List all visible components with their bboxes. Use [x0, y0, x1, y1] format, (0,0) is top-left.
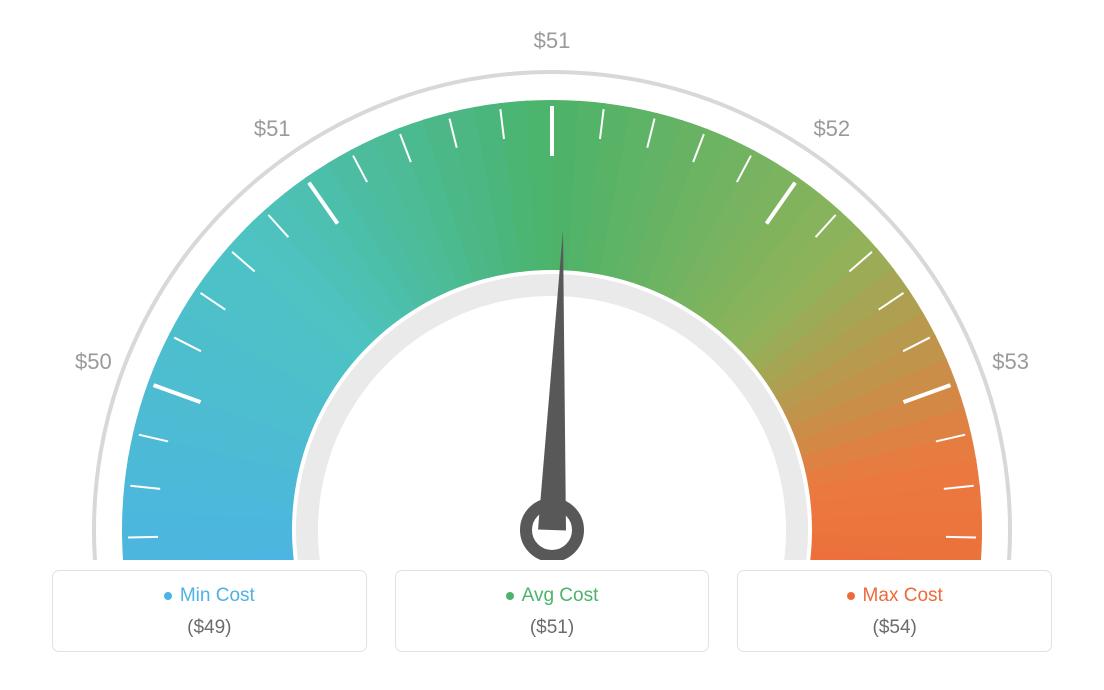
legend-value-max: ($54)	[748, 617, 1041, 639]
svg-text:$51: $51	[534, 28, 571, 53]
legend-label-avg: Avg Cost	[406, 585, 699, 607]
legend-dot-max	[847, 592, 855, 600]
legend-label-max: Max Cost	[748, 585, 1041, 607]
legend-card-min: Min Cost ($49)	[52, 570, 367, 652]
legend-row: Min Cost ($49) Avg Cost ($51) Max Cost (…	[52, 570, 1052, 652]
svg-text:$53: $53	[992, 349, 1029, 374]
legend-label-min: Min Cost	[63, 585, 356, 607]
gauge-svg: $49$50$51$51$52$53$54	[0, 0, 1104, 560]
svg-text:$50: $50	[75, 349, 112, 374]
cost-gauge: $49$50$51$51$52$53$54	[0, 0, 1104, 560]
legend-label-avg-text: Avg Cost	[522, 585, 599, 607]
legend-dot-min	[164, 592, 172, 600]
legend-card-avg: Avg Cost ($51)	[395, 570, 710, 652]
svg-text:$52: $52	[813, 116, 850, 141]
legend-label-max-text: Max Cost	[863, 585, 943, 607]
svg-text:$51: $51	[254, 116, 291, 141]
legend-card-max: Max Cost ($54)	[737, 570, 1052, 652]
legend-dot-avg	[506, 592, 514, 600]
legend-value-avg: ($51)	[406, 617, 699, 639]
legend-label-min-text: Min Cost	[180, 585, 255, 607]
legend-value-min: ($49)	[63, 617, 356, 639]
